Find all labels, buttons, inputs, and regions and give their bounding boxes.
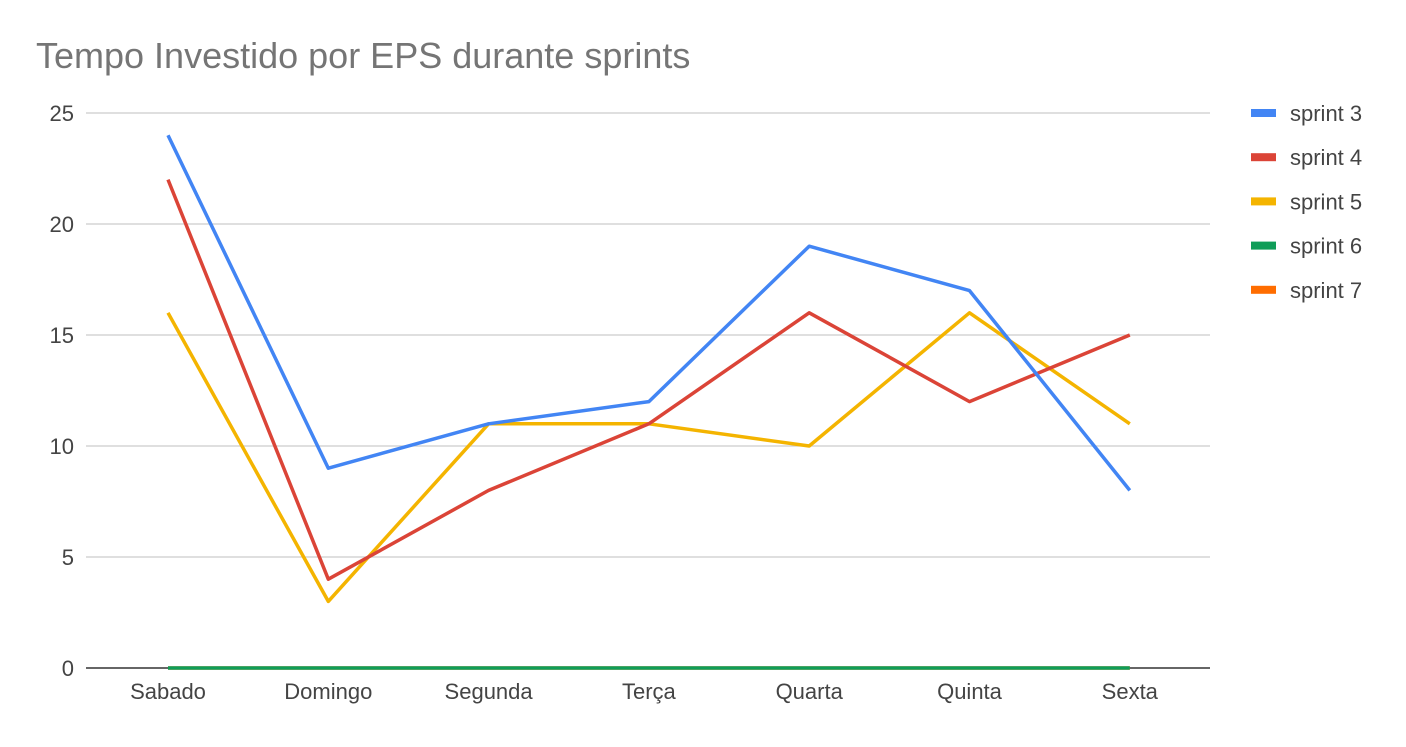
y-tick-label: 0 <box>62 656 74 681</box>
series-line-sprint-4 <box>166 178 1131 581</box>
y-tick-label: 25 <box>50 101 74 126</box>
legend-swatch <box>1251 109 1276 117</box>
x-axis-tick-labels: Sabado Domingo Segunda Terça Quarta Quinta Sex… <box>130 679 1159 704</box>
x-tick-label: Terça <box>622 679 677 704</box>
x-tick-label: Sabado <box>130 679 206 704</box>
legend-label: sprint 5 <box>1290 189 1362 214</box>
y-tick-label: 20 <box>50 212 74 237</box>
x-tick-label: Segunda <box>445 679 534 704</box>
y-tick-label: 5 <box>62 545 74 570</box>
legend: sprint 3 sprint 4 sprint 5 sprint 6 sprint 7 <box>1251 101 1362 303</box>
x-tick-label: Quarta <box>776 679 844 704</box>
chart-title: Tempo Investido por EPS durante sprints <box>36 35 690 76</box>
y-axis-tick-labels: 0 5 10 15 20 25 <box>50 101 74 681</box>
series-line-sprint-3 <box>166 134 1132 492</box>
gridlines <box>86 112 1210 669</box>
legend-swatch <box>1251 197 1276 206</box>
legend-label: sprint 6 <box>1290 234 1362 259</box>
legend-label: sprint 3 <box>1290 101 1362 126</box>
legend-label: sprint 7 <box>1290 278 1362 303</box>
legend-label: sprint 4 <box>1290 145 1362 170</box>
x-tick-label: Quinta <box>937 679 1003 704</box>
legend-swatch <box>1251 285 1276 294</box>
y-tick-label: 15 <box>50 323 74 348</box>
legend-swatch <box>1251 241 1276 250</box>
x-tick-label: Domingo <box>284 679 372 704</box>
series-lines <box>166 134 1132 670</box>
series-line-sprint-5 <box>166 311 1131 604</box>
x-tick-label: Sexta <box>1102 679 1159 704</box>
legend-swatch <box>1251 153 1276 162</box>
y-tick-label: 10 <box>50 434 74 459</box>
